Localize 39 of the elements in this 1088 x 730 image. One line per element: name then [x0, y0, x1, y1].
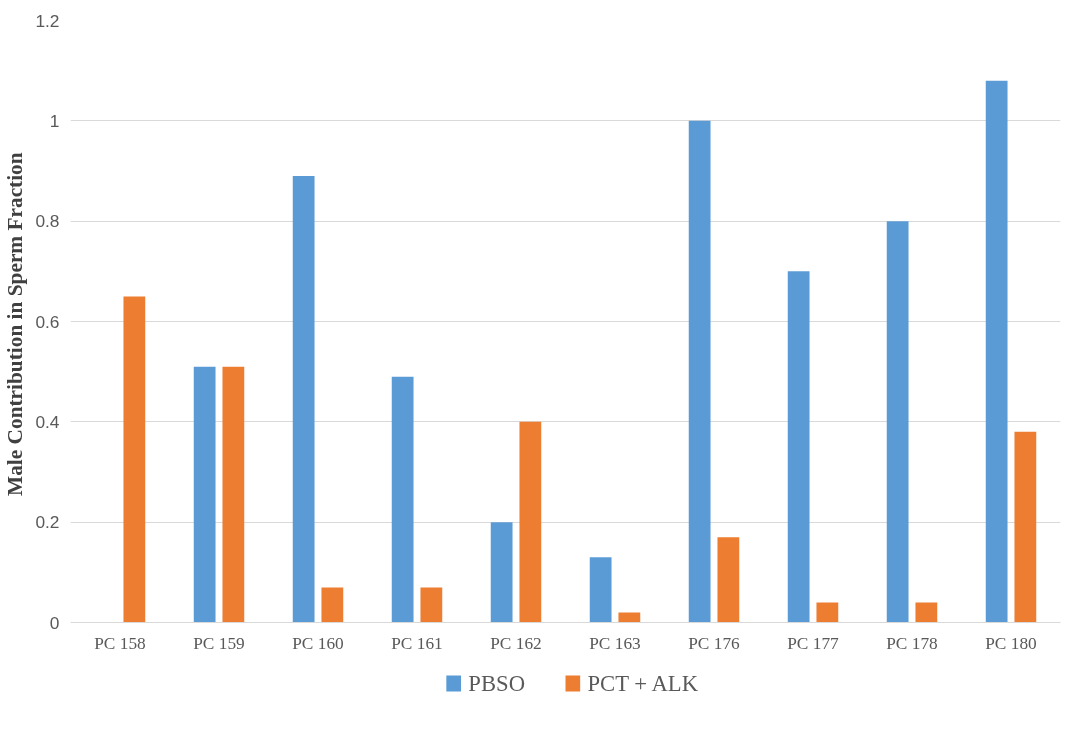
y-tick-label: 0.4	[35, 411, 60, 432]
x-tick-label: PC 177	[787, 633, 840, 653]
x-tick-label: PC 160	[292, 633, 344, 653]
bar	[618, 612, 641, 623]
legend-label: PBSO	[468, 671, 526, 696]
bar	[490, 522, 513, 623]
bar	[589, 557, 612, 623]
x-tick-label: PC 163	[589, 633, 641, 653]
bar	[787, 271, 810, 623]
y-tick-label: 0.2	[35, 512, 60, 533]
bar	[886, 221, 909, 623]
x-tick-label: PC 161	[391, 633, 443, 653]
y-axis-title: Male Contribution in Sperm Fraction	[3, 152, 28, 496]
bar	[985, 80, 1008, 623]
bar	[915, 602, 938, 623]
x-tick-label: PC 162	[490, 633, 542, 653]
y-tick-label: 1	[49, 110, 60, 131]
bar	[688, 120, 711, 623]
bar	[717, 537, 740, 623]
x-tick-label: PC 176	[688, 633, 741, 653]
bar	[292, 176, 315, 623]
bar	[123, 296, 146, 623]
x-tick-label: PC 178	[886, 633, 938, 653]
x-tick-label: PC 158	[94, 633, 146, 653]
bar	[816, 602, 839, 623]
bar	[222, 366, 245, 623]
legend-label: PCT + ALK	[587, 671, 699, 696]
bar	[519, 421, 542, 623]
y-tick-label: 0.6	[35, 311, 60, 332]
bar	[1014, 431, 1037, 623]
y-tick-label: 1.2	[35, 10, 60, 31]
bar	[321, 587, 344, 623]
x-tick-label: PC 180	[985, 633, 1037, 653]
y-tick-label: 0.8	[35, 211, 60, 232]
x-tick-label: PC 159	[193, 633, 245, 653]
bar	[391, 376, 414, 623]
bar	[420, 587, 443, 623]
y-tick-label: 0	[49, 612, 60, 633]
bar	[193, 366, 216, 623]
